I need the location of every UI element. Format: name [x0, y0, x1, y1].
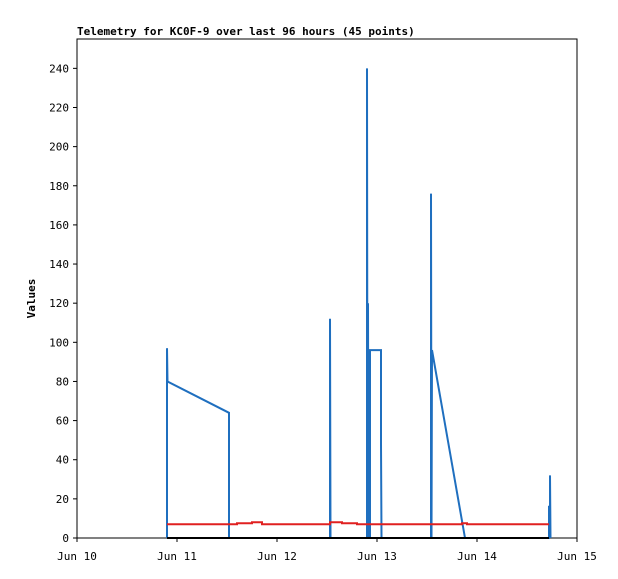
y-tick-label: 100 — [49, 336, 69, 349]
y-tick-label: 60 — [56, 415, 69, 428]
x-axis: Jun 10 Jun 11 Jun 12 Jun 13 Jun 14 Jun 15 — [57, 538, 597, 563]
y-tick-label: 160 — [49, 219, 69, 232]
x-tick-label: Jun 10 — [57, 550, 97, 563]
y-tick-label: 180 — [49, 180, 69, 193]
y-tick-label: 140 — [49, 258, 69, 271]
x-tick-label: Jun 15 — [557, 550, 597, 563]
x-tick-label: Jun 12 — [257, 550, 297, 563]
series-line-red — [167, 521, 549, 526]
y-tick-label: 220 — [49, 101, 69, 114]
y-axis-title: Values — [25, 279, 38, 319]
y-tick-label: 40 — [56, 454, 69, 467]
series-line-blue — [166, 68, 552, 539]
series-group — [166, 68, 552, 539]
y-tick-label: 120 — [49, 297, 69, 310]
plot-area — [76, 38, 578, 539]
y-axis: 0 20 40 60 80 100 120 140 160 180 200 220 240 — [49, 62, 77, 545]
chart-title: Telemetry for KC0F-9 over last 96 hours … — [77, 25, 415, 38]
y-tick-label: 240 — [49, 62, 69, 75]
y-tick-label: 80 — [56, 375, 69, 388]
y-tick-label: 0 — [62, 532, 69, 545]
y-tick-label: 200 — [49, 141, 69, 154]
x-tick-label: Jun 14 — [457, 550, 497, 563]
x-tick-label: Jun 13 — [357, 550, 397, 563]
y-tick-label: 20 — [56, 493, 69, 506]
x-tick-label: Jun 11 — [157, 550, 197, 563]
